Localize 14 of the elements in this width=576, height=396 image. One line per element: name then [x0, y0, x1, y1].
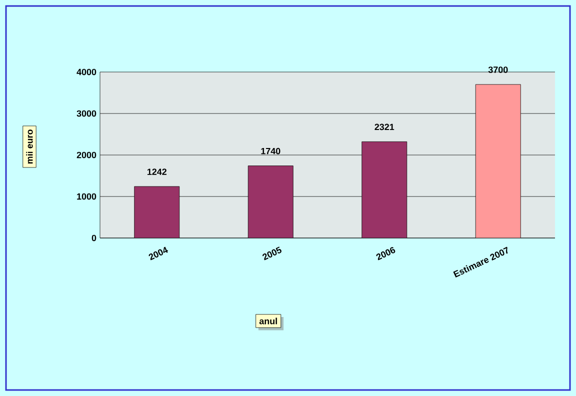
y-tick-label: 2000: [76, 152, 96, 158]
data-label: 1740: [261, 148, 280, 154]
x-tick-label: 2005: [262, 246, 282, 260]
x-axis-title: anul: [259, 318, 277, 324]
y-tick-label: 0: [92, 234, 96, 242]
data-label: 2321: [374, 124, 394, 130]
y-tick-label: 1000: [77, 193, 96, 200]
data-label: 3700: [488, 66, 508, 73]
x-tick-label: 2004: [148, 246, 168, 260]
y-tick-label: 3000: [76, 110, 96, 117]
x-tick-label: 2006: [376, 247, 396, 260]
y-axis-title: mii euro: [26, 130, 33, 164]
data-label: 1242: [147, 168, 166, 175]
y-tick-label: 4000: [76, 68, 96, 76]
